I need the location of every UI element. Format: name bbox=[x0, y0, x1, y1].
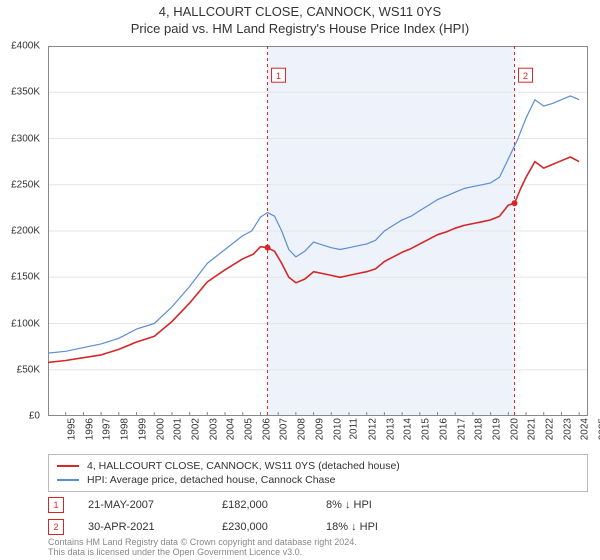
x-tick-label: 2001 bbox=[172, 418, 183, 440]
title-block: 4, HALLCOURT CLOSE, CANNOCK, WS11 0YS Pr… bbox=[0, 0, 600, 36]
title-sub: Price paid vs. HM Land Registry's House … bbox=[0, 21, 600, 36]
x-tick-label: 2000 bbox=[155, 418, 166, 440]
svg-text:1: 1 bbox=[276, 71, 281, 81]
x-tick-label: 2013 bbox=[385, 418, 396, 440]
legend-swatch bbox=[57, 479, 79, 481]
sale-row: 2 30-APR-2021 £230,000 18% ↓ HPI bbox=[48, 516, 588, 538]
x-tick-label: 2022 bbox=[544, 418, 555, 440]
svg-text:2: 2 bbox=[523, 71, 528, 81]
x-tick-label: 2010 bbox=[332, 418, 343, 440]
x-tick-label: 2021 bbox=[527, 418, 538, 440]
y-tick-label: £100K bbox=[11, 318, 40, 329]
y-tick-label: £400K bbox=[11, 41, 40, 52]
sale-row: 1 21-MAY-2007 £182,000 8% ↓ HPI bbox=[48, 494, 588, 516]
x-axis-labels: 1995 1996 1997 1998 1999 2000 2001 2002 2003 2004… bbox=[48, 418, 588, 452]
sale-marker-box: 1 bbox=[48, 497, 64, 513]
legend-row: HPI: Average price, detached house, Cann… bbox=[57, 473, 579, 487]
x-tick-label: 2019 bbox=[491, 418, 502, 440]
x-tick-label: 2020 bbox=[509, 418, 520, 440]
y-tick-label: £350K bbox=[11, 87, 40, 98]
sale-date: 30-APR-2021 bbox=[88, 521, 198, 533]
x-tick-label: 2008 bbox=[296, 418, 307, 440]
legend-swatch bbox=[57, 465, 79, 467]
legend-box: 4, HALLCOURT CLOSE, CANNOCK, WS11 0YS (d… bbox=[48, 454, 588, 492]
x-tick-label: 2005 bbox=[243, 418, 254, 440]
y-tick-label: £0 bbox=[29, 411, 40, 422]
x-tick-label: 2016 bbox=[438, 418, 449, 440]
x-tick-label: 2002 bbox=[190, 418, 201, 440]
y-tick-label: £300K bbox=[11, 133, 40, 144]
x-tick-label: 1999 bbox=[137, 418, 148, 440]
x-tick-label: 2018 bbox=[473, 418, 484, 440]
y-tick-label: £50K bbox=[17, 364, 40, 375]
x-tick-label: 1997 bbox=[102, 418, 113, 440]
x-tick-label: 2004 bbox=[226, 418, 237, 440]
x-tick-label: 2003 bbox=[208, 418, 219, 440]
sale-date: 21-MAY-2007 bbox=[88, 499, 198, 511]
footnote-line-2: This data is licensed under the Open Gov… bbox=[48, 548, 588, 558]
sales-table: 1 21-MAY-2007 £182,000 8% ↓ HPI 2 30-APR-2021… bbox=[48, 494, 588, 538]
chart-container: 4, HALLCOURT CLOSE, CANNOCK, WS11 0YS Pr… bbox=[0, 0, 600, 560]
sale-price: £230,000 bbox=[222, 521, 302, 533]
y-tick-label: £250K bbox=[11, 179, 40, 190]
x-tick-label: 1995 bbox=[66, 418, 77, 440]
x-tick-label: 2015 bbox=[420, 418, 431, 440]
x-tick-label: 2011 bbox=[349, 418, 360, 440]
legend-label: 4, HALLCOURT CLOSE, CANNOCK, WS11 0YS (d… bbox=[87, 460, 400, 472]
chart-area: 12 bbox=[48, 46, 588, 416]
x-tick-label: 2009 bbox=[314, 418, 325, 440]
title-main: 4, HALLCOURT CLOSE, CANNOCK, WS11 0YS bbox=[0, 4, 600, 19]
y-tick-label: £150K bbox=[11, 272, 40, 283]
x-tick-label: 2017 bbox=[456, 418, 467, 440]
legend-label: HPI: Average price, detached house, Cann… bbox=[87, 474, 335, 486]
sale-price: £182,000 bbox=[222, 499, 302, 511]
x-tick-label: 1998 bbox=[119, 418, 130, 440]
sale-diff: 8% ↓ HPI bbox=[326, 499, 426, 511]
x-tick-label: 2024 bbox=[580, 418, 591, 440]
x-tick-label: 2006 bbox=[261, 418, 272, 440]
x-tick-label: 2023 bbox=[562, 418, 573, 440]
y-tick-label: £200K bbox=[11, 226, 40, 237]
legend-row: 4, HALLCOURT CLOSE, CANNOCK, WS11 0YS (d… bbox=[57, 459, 579, 473]
plot-svg: 12 bbox=[48, 46, 588, 416]
y-axis-labels: £0£50K£100K£150K£200K£250K£300K£350K£400… bbox=[0, 46, 44, 416]
x-tick-label: 1996 bbox=[84, 418, 95, 440]
x-tick-label: 2007 bbox=[279, 418, 290, 440]
footnote: Contains HM Land Registry data © Crown c… bbox=[48, 538, 588, 558]
sale-marker-box: 2 bbox=[48, 519, 64, 535]
x-tick-label: 2012 bbox=[367, 418, 378, 440]
sale-diff: 18% ↓ HPI bbox=[326, 521, 426, 533]
x-tick-label: 2014 bbox=[403, 418, 414, 440]
